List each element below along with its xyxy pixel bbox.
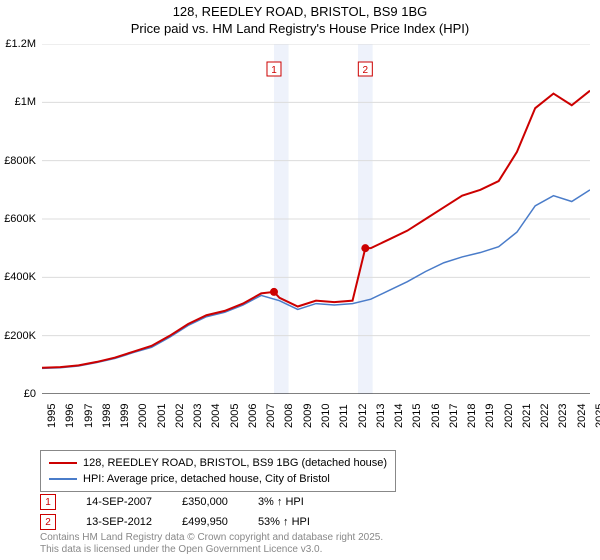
x-tick-label: 2024	[576, 404, 588, 428]
x-tick-label: 2007	[265, 404, 277, 428]
x-tick-label: 2023	[557, 404, 569, 428]
svg-text:2: 2	[363, 65, 369, 76]
title-line-2: Price paid vs. HM Land Registry's House …	[0, 21, 600, 38]
event-date-1: 14-SEP-2007	[86, 496, 152, 508]
legend-label-2: HPI: Average price, detached house, City…	[83, 473, 330, 485]
x-tick-label: 2021	[521, 404, 533, 428]
chart-svg: 12	[42, 44, 590, 394]
x-tick-label: 2019	[484, 404, 496, 428]
x-tick-label: 2013	[375, 404, 387, 428]
y-tick-label: £800K	[4, 155, 36, 167]
x-tick-label: 2012	[357, 404, 369, 428]
x-axis-labels: 1995 1996 1997 1998 1999 2000 2001 2002 2003 2004…	[42, 398, 590, 448]
title-line-1: 128, REEDLEY ROAD, BRISTOL, BS9 1BG	[0, 4, 600, 21]
event-price-1: £350,000	[182, 496, 228, 508]
x-tick-label: 2011	[338, 404, 350, 428]
x-tick-label: 2022	[539, 404, 551, 428]
event-delta-2: 53% ↑ HPI	[258, 516, 310, 528]
x-tick-label: 2008	[283, 404, 295, 428]
legend: 128, REEDLEY ROAD, BRISTOL, BS9 1BG (det…	[40, 450, 396, 492]
footnote-line-2: This data is licensed under the Open Gov…	[40, 544, 383, 556]
x-tick-label: 1999	[119, 404, 131, 428]
y-tick-label: £200K	[4, 330, 36, 342]
event-delta-1: 3% ↑ HPI	[258, 496, 304, 508]
x-tick-label: 1998	[101, 404, 113, 428]
chart-container: 128, REEDLEY ROAD, BRISTOL, BS9 1BG Pric…	[0, 0, 600, 560]
x-tick-label: 2009	[302, 404, 314, 428]
title-block: 128, REEDLEY ROAD, BRISTOL, BS9 1BG Pric…	[0, 0, 600, 38]
y-tick-label: £1M	[15, 96, 36, 108]
x-tick-label: 2016	[430, 404, 442, 428]
event-marker-1: 1	[40, 494, 56, 510]
legend-row-1: 128, REEDLEY ROAD, BRISTOL, BS9 1BG (det…	[49, 455, 387, 471]
footnote: Contains HM Land Registry data © Crown c…	[40, 532, 383, 556]
x-tick-label: 2020	[503, 404, 515, 428]
footnote-line-1: Contains HM Land Registry data © Crown c…	[40, 532, 383, 544]
x-tick-label: 1995	[46, 404, 58, 428]
event-row-1: 1 14-SEP-2007 £350,000 3% ↑ HPI	[40, 494, 304, 510]
svg-text:1: 1	[271, 65, 277, 76]
x-tick-label: 2004	[210, 404, 222, 428]
x-tick-label: 2017	[448, 404, 460, 428]
x-tick-label: 2000	[137, 404, 149, 428]
x-tick-label: 2015	[411, 404, 423, 428]
x-tick-label: 1996	[64, 404, 76, 428]
x-tick-label: 2001	[156, 404, 168, 428]
y-tick-label: £400K	[4, 271, 36, 283]
event-price-2: £499,950	[182, 516, 228, 528]
x-tick-label: 2014	[393, 404, 405, 428]
legend-label-1: 128, REEDLEY ROAD, BRISTOL, BS9 1BG (det…	[83, 457, 387, 469]
y-tick-label: £1.2M	[5, 38, 36, 50]
event-marker-2: 2	[40, 514, 56, 530]
legend-row-2: HPI: Average price, detached house, City…	[49, 471, 387, 487]
chart-area: 12	[42, 44, 590, 394]
x-tick-label: 2006	[247, 404, 259, 428]
x-tick-label: 2003	[192, 404, 204, 428]
y-tick-label: £600K	[4, 213, 36, 225]
x-tick-label: 2005	[229, 404, 241, 428]
legend-swatch-2	[49, 478, 77, 480]
y-tick-label: £0	[24, 388, 36, 400]
x-tick-label: 2002	[174, 404, 186, 428]
x-tick-label: 2018	[466, 404, 478, 428]
event-row-2: 2 13-SEP-2012 £499,950 53% ↑ HPI	[40, 514, 310, 530]
y-axis-labels: £0£200K£400K£600K£800K£1M£1.2M	[0, 44, 38, 394]
x-tick-label: 2025	[594, 404, 600, 428]
event-date-2: 13-SEP-2012	[86, 516, 152, 528]
legend-swatch-1	[49, 462, 77, 464]
x-tick-label: 1997	[83, 404, 95, 428]
x-tick-label: 2010	[320, 404, 332, 428]
